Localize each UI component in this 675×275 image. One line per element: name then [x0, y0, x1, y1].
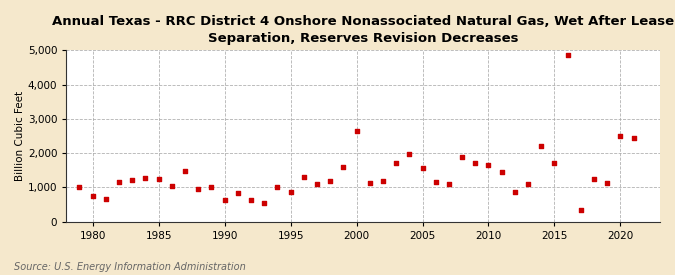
Point: [562, 53, 573, 58]
Point: [483, 163, 494, 167]
Point: [536, 144, 547, 148]
Point: [417, 166, 428, 170]
Point: [589, 177, 599, 182]
Point: [259, 200, 269, 205]
Point: [615, 134, 626, 139]
Point: [87, 194, 98, 198]
Point: [167, 184, 178, 188]
Point: [140, 176, 151, 180]
Point: [113, 180, 124, 185]
Point: [510, 190, 520, 194]
Point: [391, 161, 402, 166]
Point: [351, 129, 362, 133]
Point: [193, 187, 204, 191]
Point: [286, 190, 296, 194]
Point: [219, 198, 230, 203]
Point: [101, 197, 111, 202]
Point: [404, 152, 414, 156]
Point: [325, 178, 335, 183]
Point: [272, 185, 283, 189]
Point: [206, 185, 217, 190]
Point: [549, 161, 560, 166]
Point: [522, 182, 533, 186]
Point: [338, 165, 349, 169]
Text: Source: U.S. Energy Information Administration: Source: U.S. Energy Information Administ…: [14, 262, 245, 272]
Point: [576, 208, 587, 212]
Point: [377, 178, 388, 183]
Point: [496, 170, 507, 174]
Point: [232, 190, 243, 195]
Point: [457, 154, 468, 159]
Point: [470, 161, 481, 166]
Point: [364, 181, 375, 186]
Point: [246, 198, 256, 203]
Title: Annual Texas - RRC District 4 Onshore Nonassociated Natural Gas, Wet After Lease: Annual Texas - RRC District 4 Onshore No…: [52, 15, 674, 45]
Point: [443, 182, 454, 186]
Point: [74, 185, 85, 189]
Point: [628, 136, 639, 140]
Point: [180, 169, 190, 173]
Point: [127, 178, 138, 182]
Y-axis label: Billion Cubic Feet: Billion Cubic Feet: [15, 91, 25, 181]
Point: [298, 175, 309, 179]
Point: [602, 181, 613, 185]
Point: [153, 176, 164, 181]
Point: [312, 182, 323, 186]
Point: [431, 180, 441, 185]
